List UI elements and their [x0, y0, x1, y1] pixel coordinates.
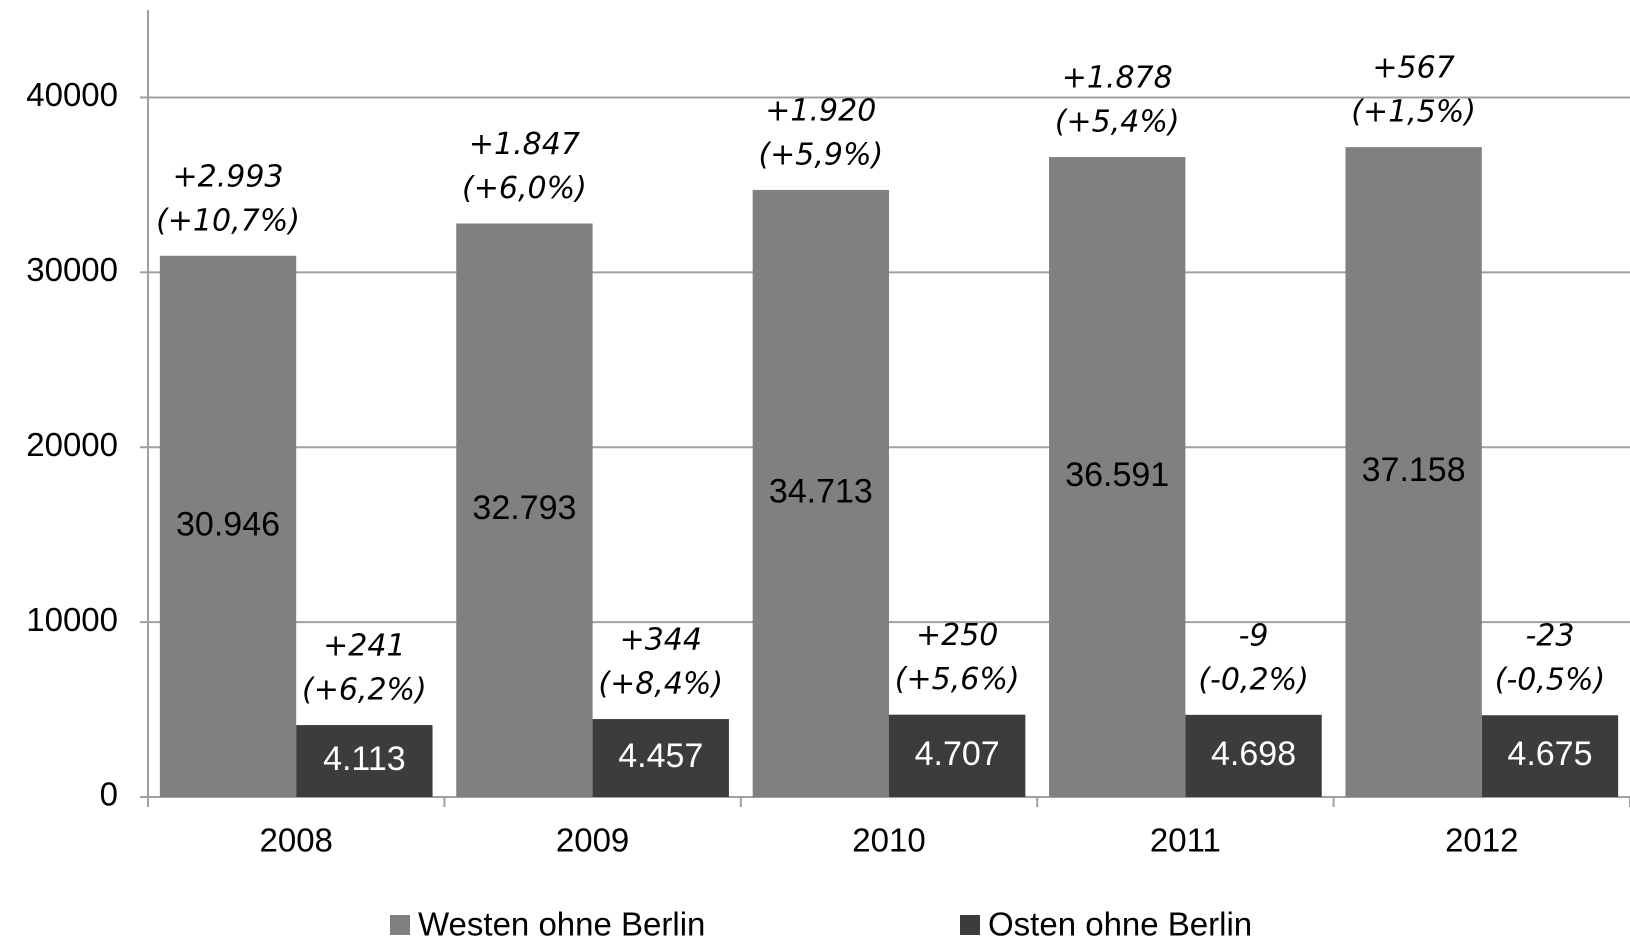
bar [456, 223, 593, 797]
bar [1345, 147, 1482, 797]
x-tick-label: 2011 [1150, 822, 1221, 859]
bar [889, 714, 1026, 797]
legend-label: Westen ohne Berlin [418, 906, 705, 943]
value-label: 34.713 [769, 472, 873, 510]
annotation: (+5,4%) [1055, 105, 1180, 140]
annotation: +2.993 [173, 159, 284, 194]
annotation: +1.920 [765, 93, 876, 128]
bar [752, 189, 889, 797]
annotation: +567 [1372, 51, 1454, 86]
annotation: +1.847 [469, 127, 580, 162]
annotation: +344 [620, 623, 702, 658]
value-label: 32.793 [472, 489, 576, 527]
annotation: (+6,2%) [302, 673, 427, 708]
value-label: 30.946 [176, 505, 280, 543]
bar [296, 725, 433, 797]
bar [1185, 714, 1322, 797]
x-tick-label: 2010 [852, 822, 925, 859]
legend-swatch [390, 915, 410, 935]
annotation: (+5,6%) [895, 662, 1020, 697]
x-tick-label: 2012 [1445, 822, 1518, 859]
annotation: (+5,9%) [758, 137, 883, 172]
bar [1049, 157, 1186, 797]
legend-label: Osten ohne Berlin [988, 906, 1252, 943]
annotation: (-0,2%) [1198, 662, 1308, 697]
annotation: (+8,4%) [598, 667, 723, 702]
annotation: (-0,5%) [1495, 663, 1605, 698]
annotation: (+6,0%) [462, 171, 587, 206]
annotation: +250 [916, 618, 998, 653]
annotation: +1.878 [1062, 61, 1173, 96]
annotation: (+1,5%) [1351, 95, 1476, 130]
value-label: 4.698 [1211, 735, 1296, 773]
bar [592, 719, 729, 797]
x-tick-label: 2008 [259, 822, 332, 859]
value-label: 37.158 [1362, 451, 1466, 489]
annotation: -23 [1525, 619, 1574, 654]
bar [159, 255, 297, 798]
y-tick-label: 10000 [26, 601, 118, 638]
value-label: 4.707 [915, 735, 1000, 773]
value-label: 4.675 [1507, 735, 1592, 773]
annotation: +241 [323, 629, 405, 664]
value-label: 36.591 [1065, 456, 1169, 494]
y-tick-label: 0 [100, 776, 118, 813]
x-tick-label: 2009 [556, 822, 629, 859]
annotation: (+10,7%) [156, 203, 300, 238]
y-tick-label: 20000 [26, 426, 118, 463]
annotation: -9 [1239, 618, 1269, 653]
bar [1481, 715, 1619, 797]
y-tick-label: 40000 [26, 76, 118, 113]
value-label: 4.113 [323, 740, 406, 778]
legend-swatch [960, 915, 980, 935]
y-tick-label: 30000 [26, 251, 118, 288]
value-label: 4.457 [618, 737, 703, 775]
